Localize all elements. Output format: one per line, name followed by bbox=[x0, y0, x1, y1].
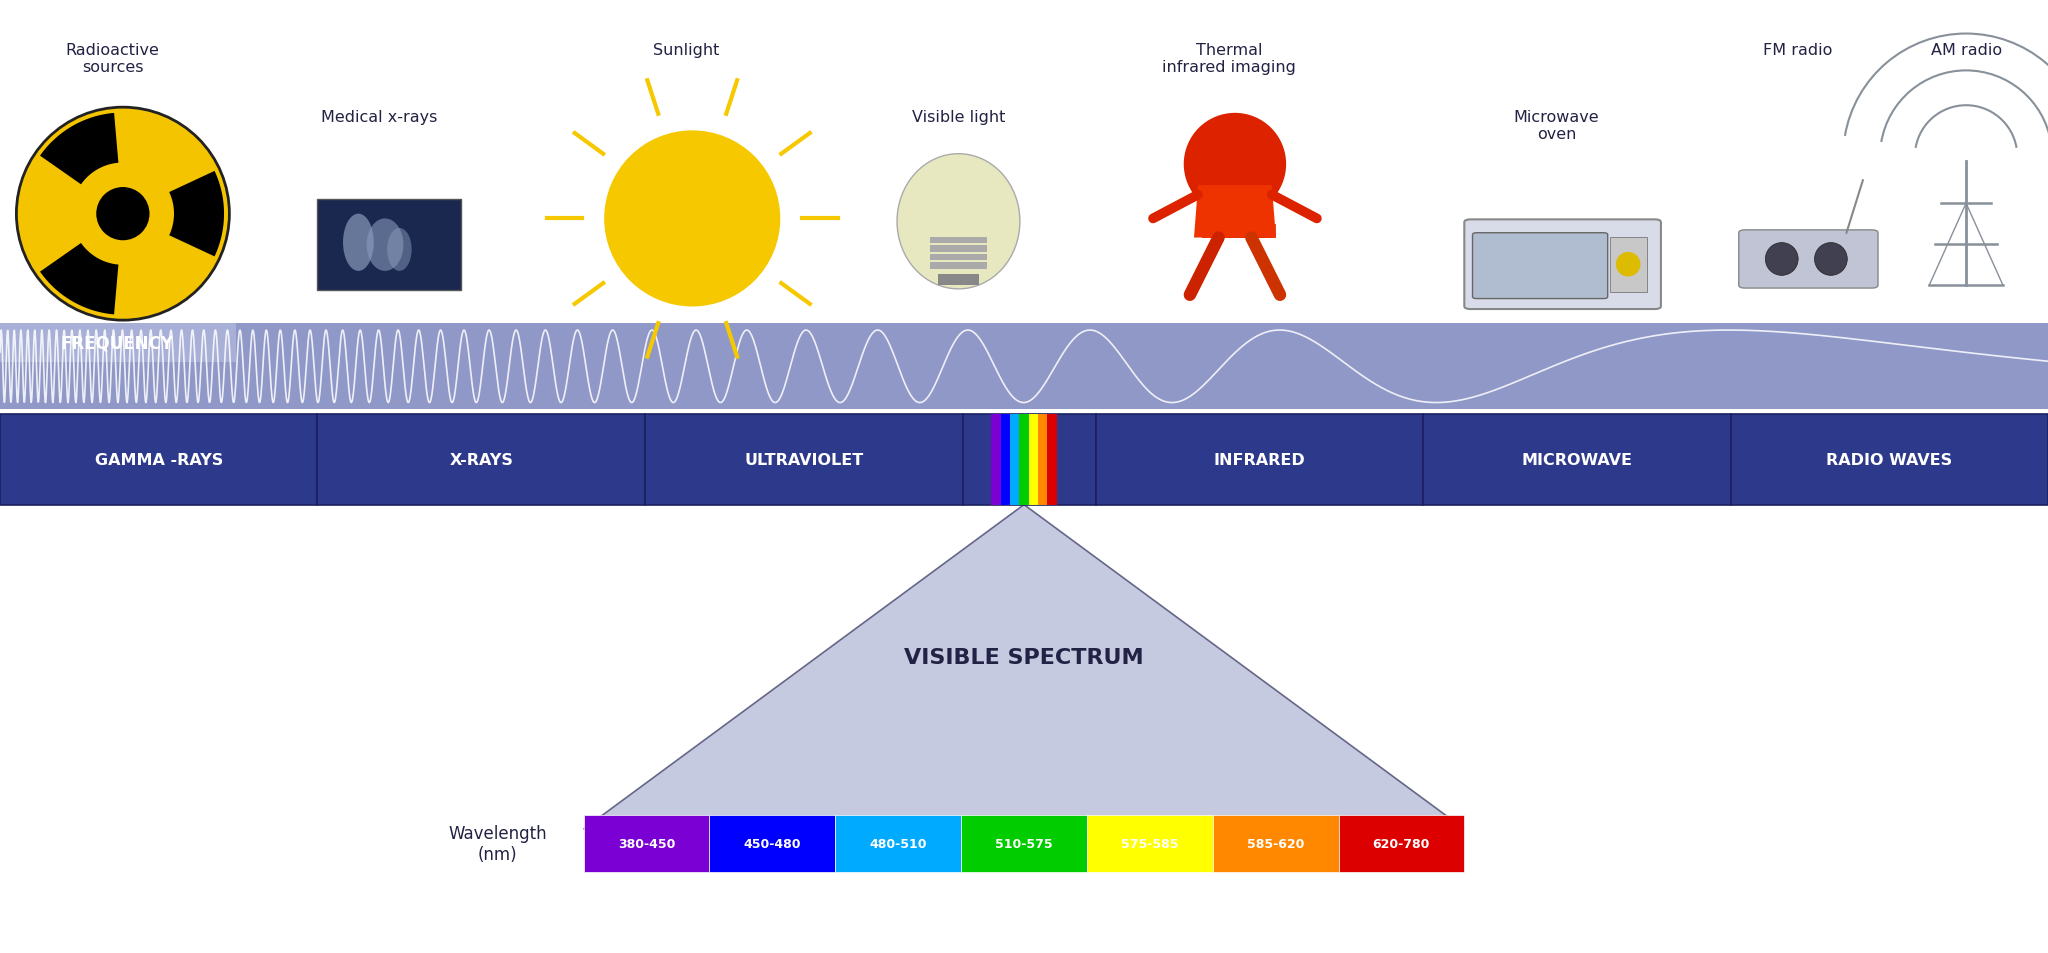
Bar bbox=[709, 815, 836, 872]
Ellipse shape bbox=[367, 219, 403, 272]
Bar bbox=[1047, 415, 1057, 505]
Bar bbox=[0, 324, 236, 363]
Text: Medical x-rays: Medical x-rays bbox=[322, 110, 436, 125]
Text: 620-780: 620-780 bbox=[1372, 837, 1430, 850]
Bar bbox=[0, 324, 2048, 410]
Bar bbox=[1610, 237, 1647, 293]
FancyBboxPatch shape bbox=[1473, 233, 1608, 299]
Text: Radioactive
sources: Radioactive sources bbox=[66, 43, 160, 75]
Ellipse shape bbox=[342, 214, 373, 272]
Polygon shape bbox=[41, 113, 119, 185]
Bar bbox=[0, 415, 317, 505]
Bar bbox=[1339, 815, 1464, 872]
Bar bbox=[930, 254, 987, 261]
Bar bbox=[1423, 415, 1731, 505]
Text: Microwave
oven: Microwave oven bbox=[1513, 110, 1599, 142]
Bar bbox=[930, 237, 987, 244]
Polygon shape bbox=[170, 172, 223, 257]
Polygon shape bbox=[1194, 186, 1276, 238]
Ellipse shape bbox=[387, 229, 412, 272]
Text: FREQUENCY: FREQUENCY bbox=[59, 335, 174, 353]
Text: FM radio: FM radio bbox=[1763, 43, 1833, 58]
Polygon shape bbox=[41, 244, 119, 315]
Bar bbox=[1087, 815, 1212, 872]
Bar bbox=[961, 815, 1087, 872]
Bar bbox=[1096, 415, 1423, 505]
Text: AM radio: AM radio bbox=[1931, 43, 2001, 58]
Text: Wavelength
(nm): Wavelength (nm) bbox=[449, 824, 547, 862]
Bar bbox=[1020, 415, 1028, 505]
Ellipse shape bbox=[1616, 253, 1640, 277]
Bar bbox=[1001, 415, 1010, 505]
Ellipse shape bbox=[1815, 243, 1847, 276]
Bar bbox=[836, 815, 961, 872]
Text: RADIO WAVES: RADIO WAVES bbox=[1827, 453, 1952, 467]
Bar bbox=[317, 415, 645, 505]
Bar bbox=[1212, 815, 1339, 872]
Bar bbox=[930, 246, 987, 253]
Ellipse shape bbox=[1765, 243, 1798, 276]
Text: Thermal
infrared imaging: Thermal infrared imaging bbox=[1161, 43, 1296, 75]
Bar bbox=[645, 415, 963, 505]
Bar bbox=[1010, 415, 1020, 505]
Text: ULTRAVIOLET: ULTRAVIOLET bbox=[743, 453, 864, 467]
Polygon shape bbox=[584, 505, 1464, 829]
Ellipse shape bbox=[604, 132, 780, 307]
Bar bbox=[584, 815, 709, 872]
Text: 480-510: 480-510 bbox=[870, 837, 928, 850]
Bar bbox=[1028, 415, 1038, 505]
Bar bbox=[991, 415, 1001, 505]
Text: Visible light: Visible light bbox=[911, 110, 1006, 125]
Ellipse shape bbox=[897, 154, 1020, 290]
Bar bbox=[1202, 225, 1268, 238]
Text: X-RAYS: X-RAYS bbox=[449, 453, 514, 467]
Bar bbox=[1731, 415, 2048, 505]
Bar bbox=[938, 274, 979, 286]
Text: 575-585: 575-585 bbox=[1120, 837, 1178, 850]
Text: 380-450: 380-450 bbox=[618, 837, 676, 850]
Ellipse shape bbox=[1184, 113, 1286, 216]
Text: 510-575: 510-575 bbox=[995, 837, 1053, 850]
Text: INFRARED: INFRARED bbox=[1214, 453, 1305, 467]
Text: GAMMA -RAYS: GAMMA -RAYS bbox=[94, 453, 223, 467]
Bar bbox=[1038, 415, 1047, 505]
Text: Sunlight: Sunlight bbox=[653, 43, 719, 58]
Bar bbox=[930, 263, 987, 270]
Bar bbox=[317, 200, 461, 291]
Bar bbox=[1206, 225, 1272, 238]
Ellipse shape bbox=[76, 167, 170, 262]
Bar bbox=[963, 415, 1096, 505]
Text: 585-620: 585-620 bbox=[1247, 837, 1305, 850]
FancyBboxPatch shape bbox=[1739, 231, 1878, 289]
Bar bbox=[1208, 225, 1274, 238]
Text: VISIBLE SPECTRUM: VISIBLE SPECTRUM bbox=[903, 648, 1145, 667]
Text: MICROWAVE: MICROWAVE bbox=[1522, 453, 1632, 467]
Bar bbox=[1204, 225, 1270, 238]
Ellipse shape bbox=[16, 108, 229, 321]
Text: 450-480: 450-480 bbox=[743, 837, 801, 850]
FancyBboxPatch shape bbox=[1464, 220, 1661, 310]
Ellipse shape bbox=[96, 188, 150, 241]
Bar bbox=[1210, 225, 1276, 238]
